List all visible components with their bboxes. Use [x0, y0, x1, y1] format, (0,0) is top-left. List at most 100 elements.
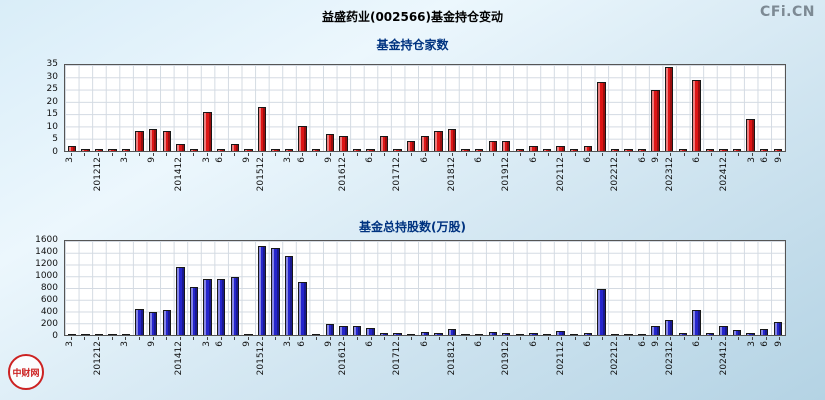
bar [447, 329, 457, 335]
bar [298, 282, 307, 335]
bar [162, 309, 172, 335]
x-tick: 9 [241, 153, 255, 199]
x-tick-label: 6 [296, 157, 307, 163]
x-tick: 3 [282, 337, 296, 383]
bar [407, 333, 416, 335]
x-tick: 3 [64, 337, 78, 383]
bar-slot [404, 241, 418, 335]
bar [569, 334, 579, 335]
bar [135, 308, 144, 335]
x-tick [350, 337, 364, 383]
x-tick-label: 6 [296, 341, 307, 347]
bar [732, 148, 742, 151]
x-tick: 6 [636, 153, 650, 199]
y-tick-label: 1000 [35, 271, 58, 281]
x-tick: 201812 [446, 153, 460, 199]
bar-slot [309, 241, 323, 335]
bar-slot [228, 65, 242, 151]
bar-slot [65, 65, 79, 151]
bar [94, 148, 104, 151]
bar-slot [513, 241, 527, 335]
x-tick-label: 9 [147, 157, 158, 163]
bar-slot [635, 241, 649, 335]
bar [366, 148, 375, 151]
bar-slot [214, 241, 228, 335]
bar-slot [622, 241, 636, 335]
bar-slot [323, 241, 337, 335]
bar-slot [608, 241, 622, 335]
y-tick-label: 400 [40, 307, 58, 317]
bar-slot [581, 241, 595, 335]
bar-slot [350, 241, 364, 335]
x-tick-label: 6 [760, 341, 771, 347]
x-tick-label: 3 [119, 157, 130, 163]
bar [624, 148, 633, 151]
bar [678, 333, 687, 335]
x-tick [187, 337, 201, 383]
x-tick-label: 6 [637, 341, 648, 347]
bar-slot [337, 65, 351, 151]
bar [379, 136, 389, 151]
x-tick-label: 202212 [610, 341, 621, 376]
x-tick: 6 [527, 337, 541, 383]
x-tick: 201612 [337, 337, 351, 383]
x-tick-label: 201412 [174, 157, 185, 192]
bar [542, 334, 552, 335]
bar-slot [296, 241, 310, 335]
x-tick-label: 3 [65, 341, 76, 347]
bar [339, 326, 348, 335]
bar [149, 311, 158, 335]
x-tick [187, 153, 201, 199]
bar-slot [432, 241, 446, 335]
x-tick: 202112 [555, 153, 569, 199]
chart1-y-axis: 0 5 10 15 20 25 30 35 [18, 59, 62, 157]
bar-slot [187, 241, 201, 335]
x-tick-label: 202112 [555, 157, 566, 192]
x-tick: 3 [200, 153, 214, 199]
bar-slot [214, 65, 228, 151]
bar-slot [690, 241, 704, 335]
x-tick [268, 153, 282, 199]
x-tick-label: 201412 [174, 341, 185, 376]
x-tick: 201412 [173, 153, 187, 199]
x-tick [268, 337, 282, 383]
bar [474, 333, 484, 335]
x-tick: 6 [214, 153, 228, 199]
bar [651, 326, 660, 335]
bar-slot [703, 241, 717, 335]
x-tick [309, 153, 323, 199]
bar [271, 148, 280, 151]
bar-slot [65, 241, 79, 335]
x-tick-label: 202312 [664, 341, 675, 376]
bar-slot [269, 241, 283, 335]
cfi-round-logo: 中财网 [8, 354, 44, 390]
x-tick [105, 337, 119, 383]
bar [651, 89, 660, 151]
bar-slot [500, 65, 514, 151]
bar [216, 278, 226, 335]
y-tick-label: 200 [40, 319, 58, 329]
x-tick [514, 153, 528, 199]
x-tick [732, 153, 746, 199]
bar-slot [730, 65, 744, 151]
bar-slot [228, 241, 242, 335]
x-tick-label: 6 [637, 157, 648, 163]
x-tick [377, 337, 391, 383]
x-tick [704, 153, 718, 199]
chart2-x-axis: 3 201212 3 9 201412 3 6 9 201512 3 6 9 201612 6 201712… [64, 337, 786, 383]
bar [637, 333, 647, 335]
cfi-logo-text: 中财网 [12, 368, 40, 379]
bar-slot [595, 241, 609, 335]
bar-slot [581, 65, 595, 151]
x-tick-label: 9 [147, 341, 158, 347]
bar-slot [622, 65, 636, 151]
x-tick-label: 3 [746, 157, 757, 163]
bar-slot [323, 65, 337, 151]
bar [121, 148, 131, 151]
bar [67, 146, 76, 151]
x-tick-label: 6 [365, 341, 376, 347]
bar [298, 126, 307, 151]
x-tick [78, 153, 92, 199]
x-tick [132, 153, 146, 199]
x-tick-label: 201212 [92, 341, 103, 376]
